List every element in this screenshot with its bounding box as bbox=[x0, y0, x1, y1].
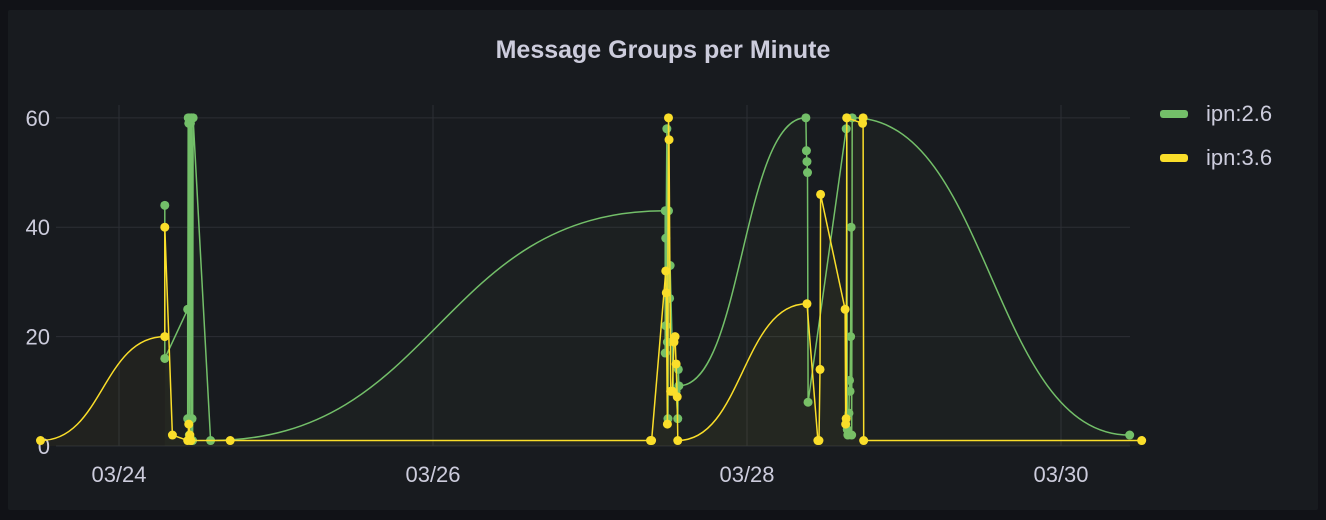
data-point bbox=[661, 288, 671, 298]
y-tick-label: 40 bbox=[26, 215, 50, 240]
data-point bbox=[841, 414, 851, 424]
legend-label-ipn-2-6: ipn:2.6 bbox=[1206, 101, 1273, 126]
data-point bbox=[647, 436, 657, 446]
data-point bbox=[664, 113, 673, 123]
series-area-ipn-3-6 bbox=[40, 117, 1142, 447]
data-point bbox=[661, 266, 671, 276]
data-point bbox=[803, 168, 813, 178]
legend-swatch-ipn-3-6 bbox=[1160, 154, 1188, 162]
data-point bbox=[858, 113, 868, 123]
data-point bbox=[160, 353, 170, 363]
data-point bbox=[801, 146, 811, 156]
data-point bbox=[842, 113, 852, 123]
series-line-ipn-2-6 bbox=[164, 117, 1130, 442]
chart-title: Message Groups per Minute bbox=[495, 36, 831, 64]
data-point bbox=[225, 436, 235, 446]
data-point bbox=[662, 124, 672, 134]
data-point bbox=[670, 332, 680, 342]
data-point bbox=[671, 359, 681, 369]
data-point bbox=[160, 222, 170, 232]
data-point bbox=[846, 222, 856, 232]
legend-item-ipn-2-6[interactable]: ipn:2.6 bbox=[1160, 92, 1272, 136]
legend-item-ipn-3-6[interactable]: ipn:3.6 bbox=[1160, 136, 1272, 180]
data-point bbox=[845, 386, 855, 396]
data-point bbox=[801, 113, 811, 123]
data-point bbox=[846, 332, 856, 342]
data-point bbox=[662, 419, 672, 429]
x-tick-label: 03/30 bbox=[1033, 462, 1088, 487]
data-point bbox=[803, 397, 813, 407]
data-point bbox=[167, 430, 177, 440]
data-point bbox=[672, 392, 682, 402]
data-point bbox=[186, 436, 196, 446]
data-point bbox=[188, 113, 198, 123]
data-point bbox=[814, 436, 824, 446]
data-point bbox=[673, 436, 683, 446]
data-point bbox=[664, 135, 674, 145]
data-point bbox=[815, 364, 825, 374]
data-point bbox=[847, 430, 857, 440]
x-tick-label: 03/26 bbox=[405, 462, 460, 487]
data-point bbox=[160, 332, 170, 342]
legend-swatch-ipn-2-6 bbox=[1160, 110, 1188, 118]
y-tick-label: 20 bbox=[26, 325, 50, 350]
data-point bbox=[816, 189, 826, 199]
data-point bbox=[802, 299, 812, 309]
data-point bbox=[183, 304, 193, 314]
x-tick-label: 03/28 bbox=[719, 462, 774, 487]
x-tick-label: 03/24 bbox=[91, 462, 146, 487]
data-point bbox=[184, 419, 194, 429]
series-area-ipn-2-6 bbox=[164, 117, 1130, 447]
data-point bbox=[36, 436, 45, 446]
data-point bbox=[802, 157, 812, 167]
chart-legend: ipn:2.6 ipn:3.6 bbox=[1160, 92, 1272, 180]
data-point bbox=[844, 375, 854, 385]
data-point bbox=[840, 304, 850, 314]
chart-panel: Message Groups per Minute ipn:2.6 ipn:3.… bbox=[8, 10, 1318, 510]
data-point bbox=[1137, 436, 1147, 446]
data-point bbox=[160, 200, 170, 210]
legend-label-ipn-3-6: ipn:3.6 bbox=[1206, 145, 1273, 170]
y-tick-label: 60 bbox=[26, 106, 50, 131]
data-point bbox=[859, 436, 869, 446]
data-point bbox=[1125, 430, 1135, 440]
